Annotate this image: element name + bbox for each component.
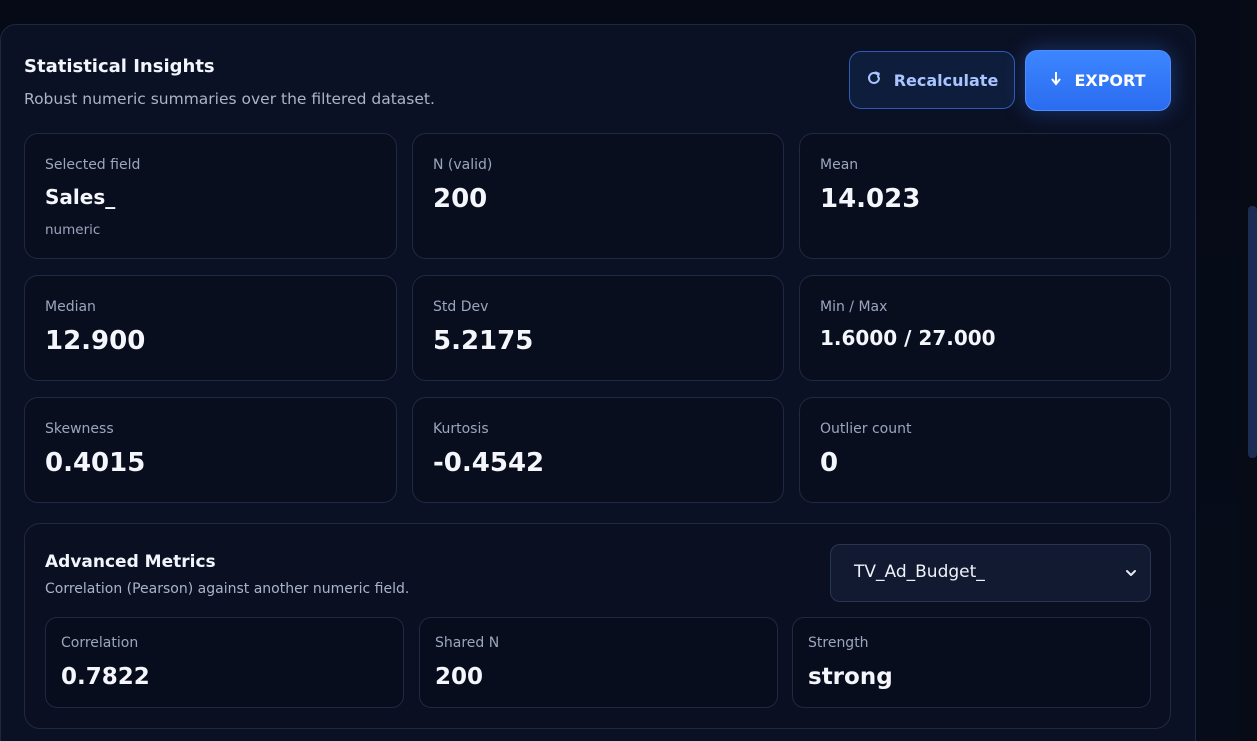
refresh-icon — [866, 70, 882, 90]
recalculate-button[interactable]: Recalculate — [849, 51, 1015, 109]
min-max-label: Min / Max — [820, 299, 888, 315]
page-subtitle: Robust numeric summaries over the filter… — [24, 90, 435, 108]
kurtosis-label: Kurtosis — [433, 421, 489, 437]
mean-card: Mean 14.023 — [799, 133, 1171, 259]
strength-card: Strength strong — [792, 617, 1151, 708]
median-card: Median 12.900 — [24, 275, 397, 381]
advanced-metrics-title: Advanced Metrics — [45, 552, 216, 572]
compare-field-select[interactable]: TV_Ad_Budget_ — [830, 544, 1151, 602]
selected-field-card: Selected field Sales_ numeric — [24, 133, 397, 259]
correlation-value: 0.7822 — [61, 664, 150, 690]
outlier-count-value: 0 — [820, 448, 839, 478]
mean-value: 14.023 — [820, 184, 921, 214]
min-max-value: 1.6000 / 27.000 — [820, 326, 996, 350]
export-label: EXPORT — [1074, 71, 1146, 90]
chevron-down-icon — [1124, 565, 1138, 579]
selected-field-value: Sales_ — [45, 185, 116, 209]
recalculate-label: Recalculate — [893, 70, 999, 90]
median-value: 12.900 — [45, 326, 146, 356]
n-valid-value: 200 — [433, 184, 488, 214]
strength-label: Strength — [808, 635, 869, 651]
advanced-metrics-section: Advanced Metrics Correlation (Pearson) a… — [24, 523, 1171, 729]
mean-label: Mean — [820, 157, 859, 173]
advanced-metrics-subtitle: Correlation (Pearson) against another nu… — [45, 581, 410, 597]
selected-field-type: numeric — [45, 222, 101, 238]
n-valid-label: N (valid) — [433, 157, 493, 173]
download-icon — [1050, 71, 1062, 91]
median-label: Median — [45, 299, 96, 315]
kurtosis-value: -0.4542 — [433, 448, 545, 478]
skewness-value: 0.4015 — [45, 448, 146, 478]
kurtosis-card: Kurtosis -0.4542 — [412, 397, 784, 503]
outlier-count-label: Outlier count — [820, 421, 912, 437]
shared-n-label: Shared N — [435, 635, 500, 651]
skewness-card: Skewness 0.4015 — [24, 397, 397, 503]
std-dev-label: Std Dev — [433, 299, 489, 315]
shared-n-value: 200 — [435, 664, 484, 690]
strength-value: strong — [808, 664, 893, 690]
correlation-label: Correlation — [61, 635, 139, 651]
min-max-card: Min / Max 1.6000 / 27.000 — [799, 275, 1171, 381]
n-valid-card: N (valid) 200 — [412, 133, 784, 259]
scrollbar-thumb[interactable] — [1248, 206, 1257, 458]
export-button[interactable]: EXPORT — [1025, 50, 1171, 111]
std-dev-value: 5.2175 — [433, 326, 534, 356]
skewness-label: Skewness — [45, 421, 114, 437]
compare-field-value: TV_Ad_Budget_ — [854, 562, 985, 582]
page-title: Statistical Insights — [24, 56, 215, 77]
selected-field-label: Selected field — [45, 157, 141, 173]
outlier-count-card: Outlier count 0 — [799, 397, 1171, 503]
std-dev-card: Std Dev 5.2175 — [412, 275, 784, 381]
shared-n-card: Shared N 200 — [419, 617, 778, 708]
correlation-card: Correlation 0.7822 — [45, 617, 404, 708]
